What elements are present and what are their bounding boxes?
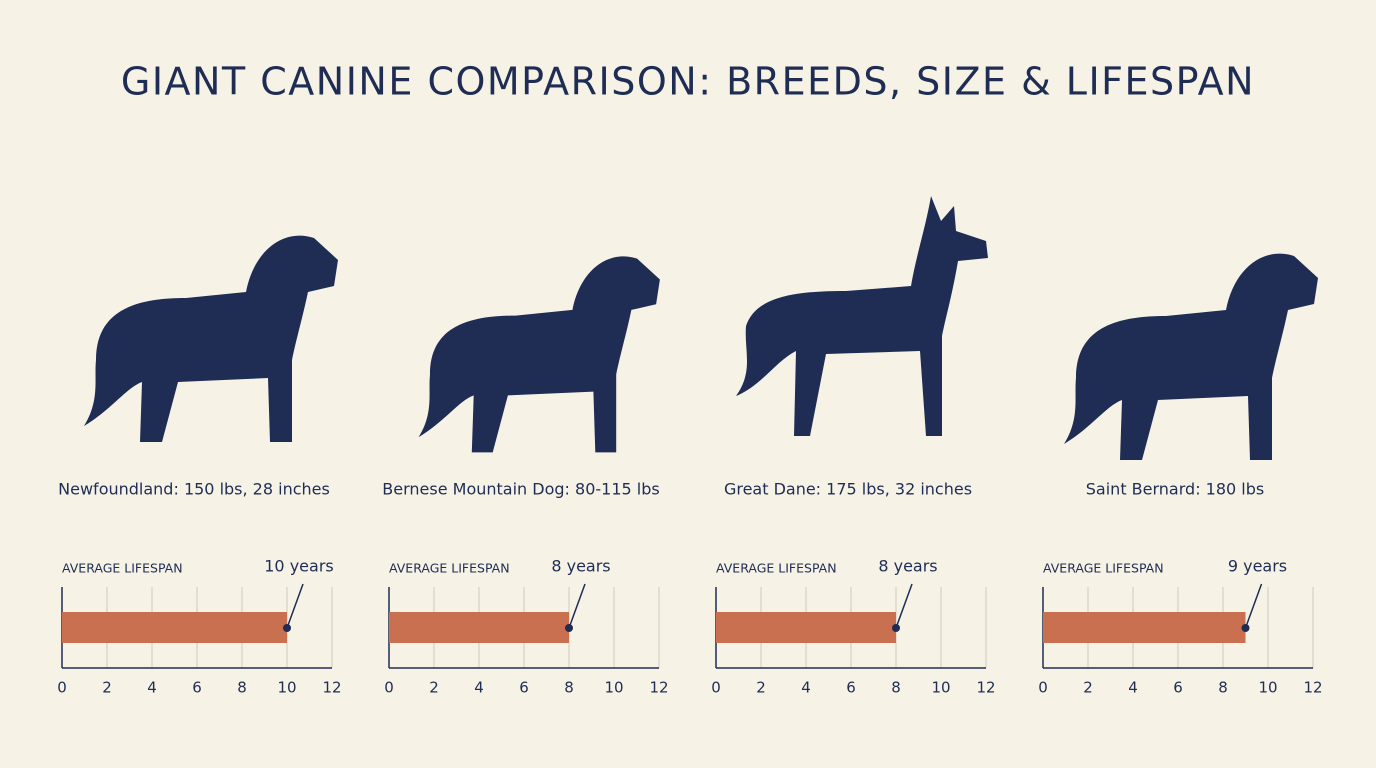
- x-tick-label: 0: [711, 679, 721, 697]
- x-tick-label: 8: [564, 679, 574, 697]
- leader-line: [895, 583, 913, 629]
- x-tick-label: 12: [649, 679, 668, 697]
- x-tick-label: 10: [931, 679, 950, 697]
- value-label: 10 years: [264, 557, 333, 576]
- x-tick-label: 4: [1128, 679, 1138, 697]
- x-tick-label: 10: [1258, 679, 1277, 697]
- page-title: GIANT CANINE COMPARISON: BREEDS, SIZE & …: [121, 60, 1255, 104]
- bar-end-dot: [283, 624, 291, 632]
- x-tick-label: 12: [976, 679, 995, 697]
- x-tick-label: 2: [756, 679, 766, 697]
- leader-line: [286, 583, 304, 629]
- x-tick-label: 0: [384, 679, 394, 697]
- breed-caption: Bernese Mountain Dog: 80-115 lbs: [382, 480, 659, 499]
- x-tick-label: 2: [102, 679, 112, 697]
- bar-end-dot: [565, 624, 573, 632]
- x-tick-label: 2: [429, 679, 439, 697]
- x-tick-label: 0: [57, 679, 67, 697]
- x-tick-label: 8: [891, 679, 901, 697]
- bar: [716, 612, 896, 643]
- x-tick-label: 8: [237, 679, 247, 697]
- leader-line: [568, 583, 586, 629]
- breed-caption: Saint Bernard: 180 lbs: [1086, 480, 1264, 499]
- value-label: 8 years: [878, 557, 937, 576]
- x-tick-label: 4: [474, 679, 484, 697]
- x-tick-label: 6: [192, 679, 202, 697]
- x-tick-label: 6: [846, 679, 856, 697]
- chart-title: AVERAGE LIFESPAN: [716, 561, 837, 576]
- chart-title: AVERAGE LIFESPAN: [1043, 561, 1164, 576]
- leader-line: [1244, 583, 1263, 629]
- value-label: 9 years: [1228, 557, 1287, 576]
- x-tick-label: 8: [1218, 679, 1228, 697]
- x-tick-label: 12: [1303, 679, 1322, 697]
- chart-title: AVERAGE LIFESPAN: [389, 561, 510, 576]
- bar: [389, 612, 569, 643]
- x-tick-label: 10: [277, 679, 296, 697]
- x-tick-label: 4: [147, 679, 157, 697]
- chart-title: AVERAGE LIFESPAN: [62, 561, 183, 576]
- x-tick-label: 6: [1173, 679, 1183, 697]
- x-tick-label: 0: [1038, 679, 1048, 697]
- x-tick-label: 12: [322, 679, 341, 697]
- value-label: 8 years: [551, 557, 610, 576]
- bar: [62, 612, 287, 643]
- bar: [1043, 612, 1246, 643]
- breed-caption: Great Dane: 175 lbs, 32 inches: [724, 480, 972, 499]
- breed-caption: Newfoundland: 150 lbs, 28 inches: [58, 480, 330, 499]
- bar-end-dot: [892, 624, 900, 632]
- lifespan-charts: Newfoundland: 150 lbs, 28 inches AVERAGE …: [57, 480, 1322, 697]
- x-tick-label: 4: [801, 679, 811, 697]
- x-tick-label: 6: [519, 679, 529, 697]
- bar-end-dot: [1241, 624, 1250, 632]
- x-tick-label: 2: [1083, 679, 1093, 697]
- x-tick-label: 10: [604, 679, 623, 697]
